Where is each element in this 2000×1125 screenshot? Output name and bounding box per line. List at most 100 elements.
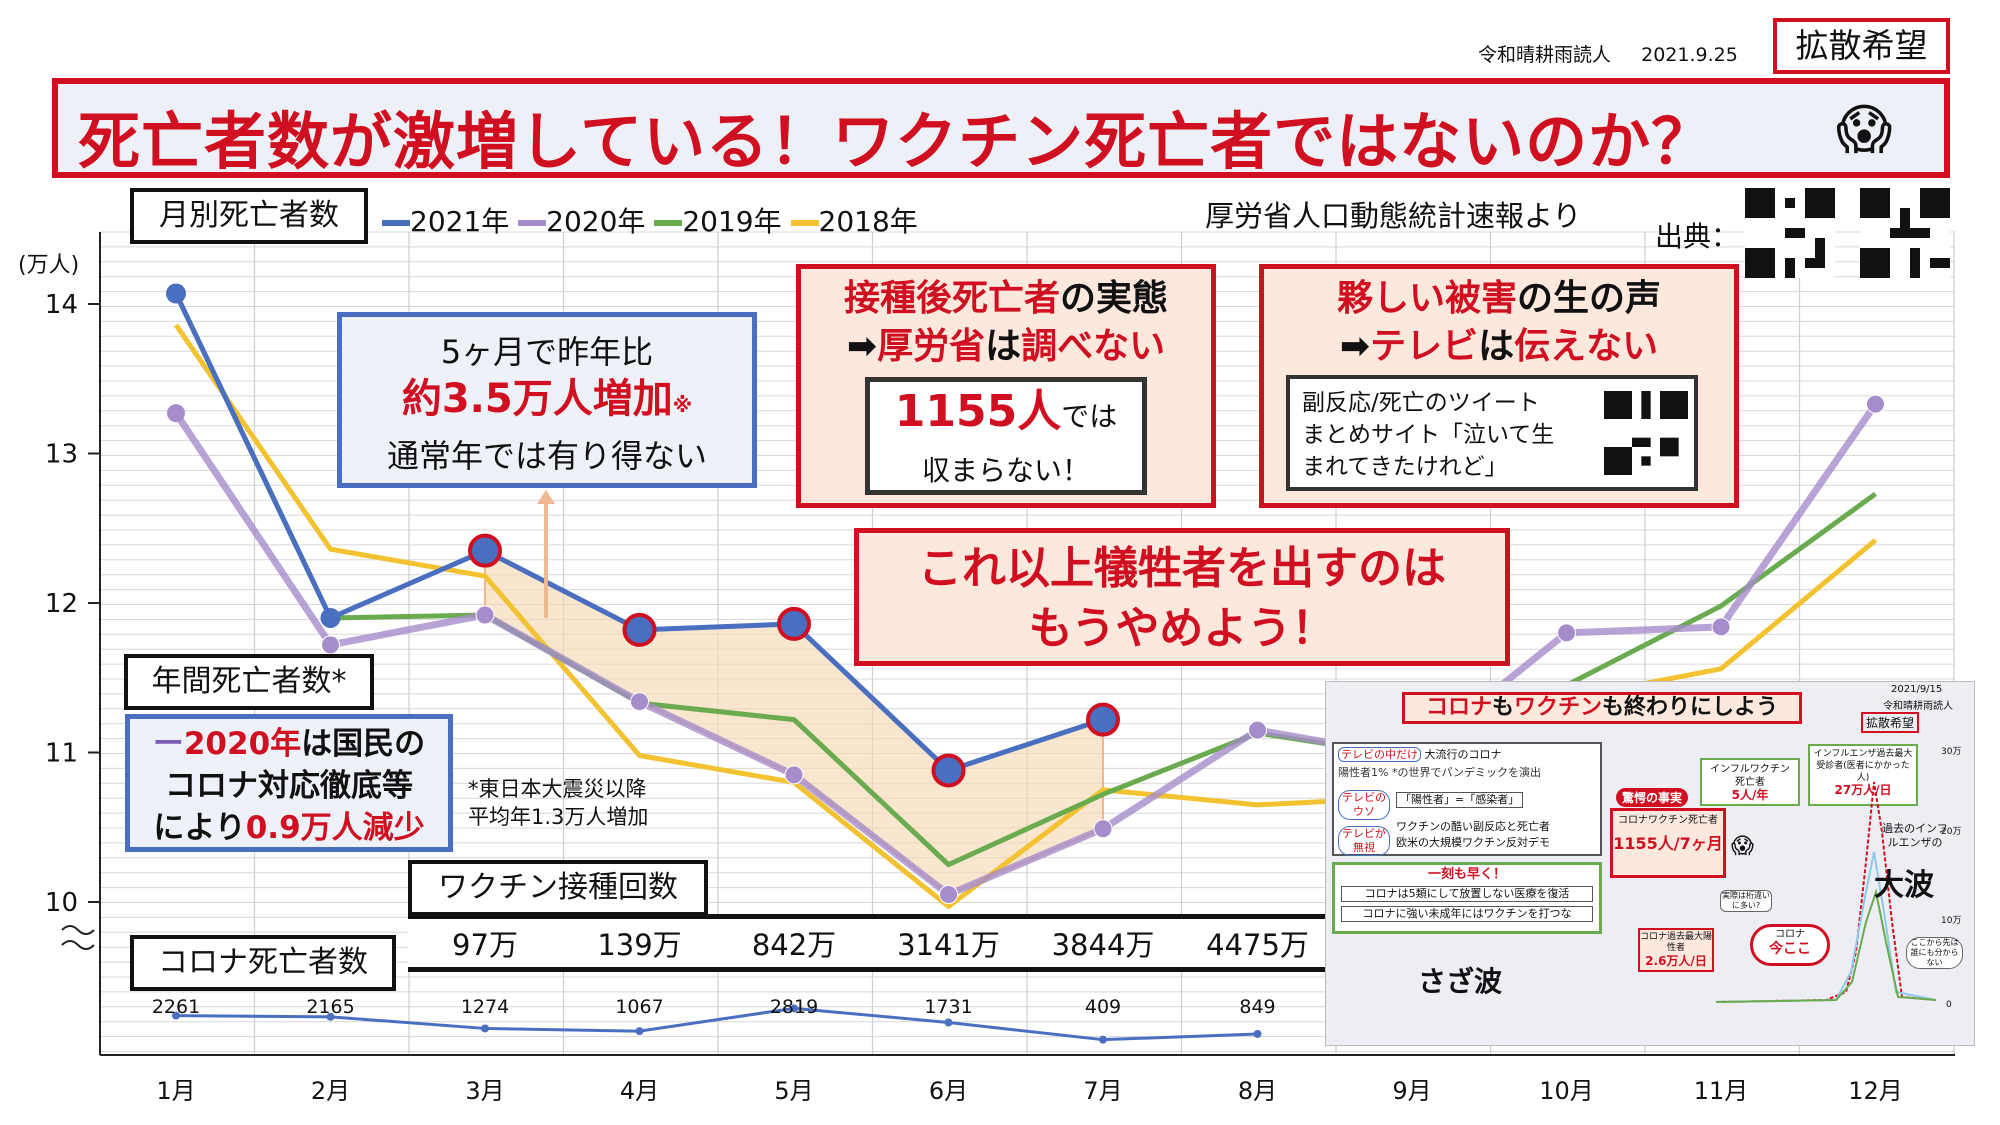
vaccination-count: 842万 bbox=[751, 928, 837, 962]
inset-corona-now: 今ここ bbox=[1769, 941, 1811, 957]
up-arrow-icon bbox=[537, 490, 555, 618]
inset-corona-max-box: コロナ過去最大陽性者 2.6万人/日 bbox=[1638, 928, 1714, 972]
inset-title-d: も終わりにしよう bbox=[1602, 695, 1779, 720]
y-tick-label: 12 bbox=[45, 589, 78, 619]
x-tick-label: 3月 bbox=[465, 1077, 504, 1105]
investigate-red-2: 厚労省 bbox=[877, 326, 986, 367]
inset-wave-chart bbox=[1715, 781, 1937, 1003]
x-tick-label: 11月 bbox=[1694, 1077, 1749, 1105]
qr-code-icon-1[interactable] bbox=[1745, 188, 1835, 278]
covid-death-count: 1274 bbox=[460, 996, 510, 1018]
callout-tv-line2: ➡テレビは伝えない bbox=[1264, 323, 1734, 371]
investigate-count: 1155人 bbox=[894, 386, 1062, 437]
covid-death-count: 2261 bbox=[151, 996, 201, 1018]
point-2021-highlight bbox=[468, 533, 502, 568]
shock-emoji-icon: 😱 bbox=[1836, 98, 1893, 161]
inset-deaths-count: 1155人/7ヶ月 bbox=[1613, 834, 1723, 853]
covid-death-count: 1067 bbox=[615, 996, 664, 1018]
inset-corona-max-rate: 2.6万人/日 bbox=[1645, 954, 1707, 968]
vaccination-count: 3844万 bbox=[1051, 928, 1155, 962]
author: 令和晴耕雨読人 bbox=[1478, 44, 1612, 66]
legend-swatch-2018 bbox=[790, 220, 819, 226]
y-axis-unit: (万人) bbox=[18, 253, 79, 278]
legend-label-2020: 2020年 bbox=[546, 205, 646, 238]
investigate-red-3: 調べない bbox=[1021, 326, 1166, 367]
inset-asap-box: 一刻も早く！ コロナは5類にして放置しない医療を復活 コロナに強い未成年にはワク… bbox=[1332, 862, 1602, 934]
investigate-black-2: は bbox=[985, 326, 1022, 367]
callout-2020-rest: は国民の bbox=[301, 726, 426, 762]
covid-point bbox=[635, 1027, 644, 1036]
y-tick-label: 14 bbox=[45, 290, 78, 320]
footnote: *東日本大震災以降 平均年1.3万人増加 bbox=[468, 775, 648, 831]
page-title: 死亡者数が激増している！ワクチン死亡者ではないのか？ bbox=[78, 105, 1715, 178]
inset-tv-row1: テレビの中だけ 大流行のコロナ bbox=[1338, 747, 1502, 762]
point-2020 bbox=[475, 605, 495, 625]
legend-label-2019: 2019年 bbox=[682, 205, 782, 238]
point-2020 bbox=[1093, 819, 1113, 839]
callout-2020-line2: コロナ対応徹底等 bbox=[165, 768, 413, 804]
inset-y20: 20万 bbox=[1941, 827, 1962, 837]
y-axis-ticks: (万人) 14 13 12 11 10 bbox=[18, 253, 100, 918]
point-2020 bbox=[939, 885, 958, 905]
inset-positive-eq: 「陽性者」=「感染者」 bbox=[1396, 792, 1524, 808]
qr-code-icon-3[interactable] bbox=[1604, 391, 1688, 475]
source-label: 厚労省人口動態統計速報より bbox=[1205, 199, 1582, 233]
investigate-black-1: の実態 bbox=[1060, 278, 1169, 319]
monthly-deaths-label: 月別死亡者数 bbox=[130, 188, 368, 244]
title-banner: 死亡者数が激増している！ワクチン死亡者ではないのか？ 😱 bbox=[52, 78, 1950, 178]
inset-title: コロナもワクチンも終わりにしよう bbox=[1402, 692, 1802, 724]
series-line-2020年 bbox=[173, 402, 1879, 899]
legend-label-2018: 2018年 bbox=[818, 205, 918, 238]
tweet-line2: まとめサイト「泣いて生 bbox=[1302, 422, 1555, 448]
x-tick-label: 4月 bbox=[620, 1077, 659, 1105]
share-badge: 拡散希望 bbox=[1773, 18, 1950, 74]
qr-code-icon-2[interactable] bbox=[1860, 188, 1950, 278]
covid-death-count: 2819 bbox=[769, 996, 819, 1018]
annual-deaths-label: 年間死亡者数* bbox=[124, 654, 374, 710]
x-tick-label: 7月 bbox=[1083, 1077, 1122, 1105]
covid-point bbox=[481, 1024, 489, 1033]
point-2021-highlight bbox=[1086, 702, 1120, 737]
vaccinations-row bbox=[408, 914, 1408, 972]
tweet-summary-text: 副反応/死亡のツイート まとめサイト「泣いて生 まれてきたけれど」 bbox=[1302, 387, 1554, 483]
vaccinations-label: ワクチン接種回数 bbox=[408, 860, 708, 916]
callout-2020-decrease: 0.9万人減少 bbox=[245, 810, 425, 846]
callout-increase-line1: 5ヶ月で昨年比 bbox=[440, 333, 654, 371]
inset-actual: 実際は桁違いに多い? bbox=[1720, 890, 1772, 912]
inset-title-a: コロナ bbox=[1425, 695, 1492, 720]
inset-shock-emoji-icon: 😱 bbox=[1731, 834, 1754, 859]
x-tick-label: 8月 bbox=[1238, 1077, 1277, 1105]
investigate-inner-line1: 1155人では bbox=[870, 382, 1142, 451]
callout-2020-line1: ー2020年は国民の bbox=[130, 723, 448, 765]
source-credit: 出典： bbox=[1655, 220, 1740, 253]
inset-title-b: も bbox=[1491, 695, 1514, 720]
arrow-right-icon-2: ➡ bbox=[1339, 326, 1371, 367]
point-2021 bbox=[166, 283, 186, 304]
inset-poster[interactable]: 2021/9/15 令和晴耕雨読人 コロナもワクチンも終わりにしよう 拡散希望 … bbox=[1325, 681, 1975, 1046]
point-2021-highlight bbox=[777, 606, 811, 641]
covid-death-count: 849 bbox=[1239, 996, 1276, 1018]
covid-deaths-label: コロナ死亡者数 bbox=[130, 935, 396, 991]
x-tick-label: 10月 bbox=[1539, 1077, 1594, 1105]
tv-red-1: 夥しい被害 bbox=[1336, 278, 1517, 319]
footnote-line1: *東日本大震災以降 bbox=[468, 777, 647, 801]
inset-title-c: ワクチン bbox=[1514, 695, 1603, 720]
legend-2021: 2021年 bbox=[382, 205, 509, 238]
tv-black-1: の生の声 bbox=[1517, 278, 1662, 319]
inset-corona-max: コロナ過去最大陽性者 bbox=[1640, 932, 1713, 953]
inset-small-wave: さざ波 bbox=[1418, 965, 1503, 998]
inset-asap: 一刻も早く！ bbox=[1427, 867, 1506, 882]
covid-point bbox=[172, 1011, 180, 1020]
inset-flu-patients: インフルエンザ過去最大受診者(医者にかかった人) bbox=[1813, 749, 1913, 783]
tweet-summary-box[interactable]: 副反応/死亡のツイート まとめサイト「泣いて生 まれてきたけれど」 bbox=[1286, 375, 1698, 491]
point-2020 bbox=[1557, 623, 1576, 643]
callout-stop: これ以上犠牲者を出すのは もうやめよう！ bbox=[854, 528, 1510, 666]
tweet-line3: まれてきたけれど」 bbox=[1302, 454, 1508, 480]
x-tick-label: 6月 bbox=[929, 1077, 968, 1105]
point-2020 bbox=[1248, 720, 1267, 740]
callout-investigate-line2: ➡厚労省は調べない bbox=[801, 323, 1211, 371]
inset-restore: コロナは5類にして放置しない医療を復活 bbox=[1341, 886, 1593, 902]
covid-death-count: 1731 bbox=[924, 996, 973, 1018]
covid-point bbox=[326, 1012, 335, 1021]
inset-chart-area bbox=[1706, 742, 1941, 1012]
